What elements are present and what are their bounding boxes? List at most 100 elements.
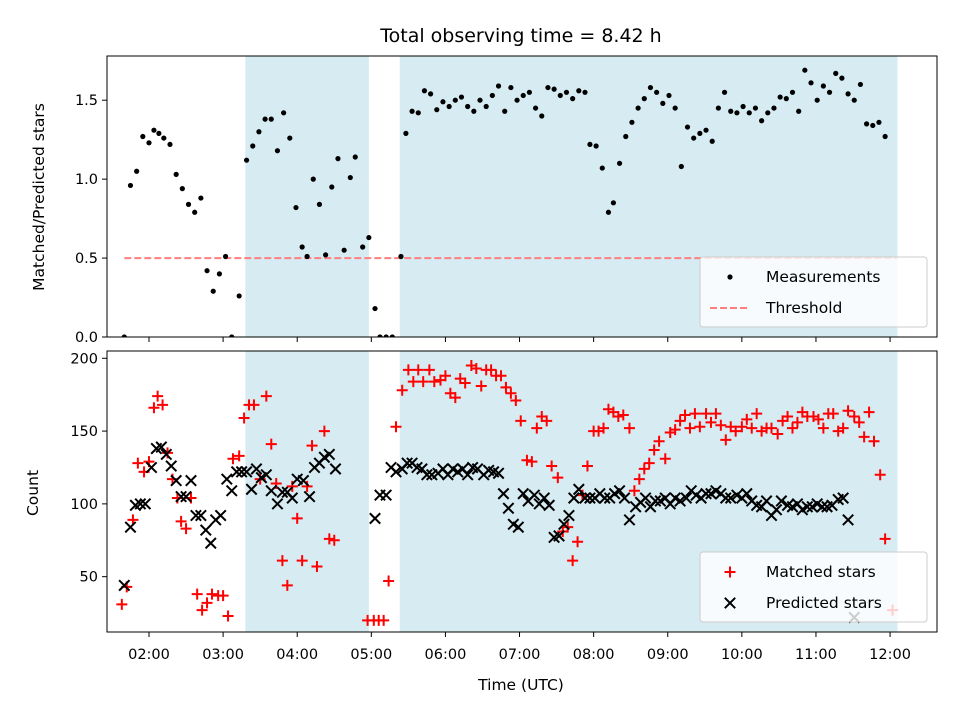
measurement-point (179, 186, 185, 192)
matched-point (510, 395, 522, 407)
matched-point (296, 555, 308, 567)
measurement-point (721, 89, 728, 95)
shaded-interval (245, 56, 369, 337)
x-tick-label: 06:00 (425, 647, 467, 663)
predicted-point (170, 474, 183, 487)
measurement-point (526, 89, 533, 95)
measurement-point (421, 88, 428, 94)
matched-point (201, 597, 213, 609)
x-tick-label: 07:00 (499, 647, 541, 663)
predicted-point (618, 492, 631, 504)
matched-point (390, 421, 402, 433)
predicted-point (719, 492, 732, 504)
matched-point (700, 408, 712, 420)
predicted-point (225, 484, 238, 497)
matched-point (238, 412, 250, 424)
matched-point (837, 422, 849, 434)
matched-point (853, 416, 865, 428)
matched-point (276, 555, 288, 567)
measurement-point (383, 334, 389, 337)
y-tick-label: 50 (80, 570, 98, 586)
matched-point (638, 463, 650, 475)
measurement-point (210, 288, 216, 294)
measurement-point (372, 305, 378, 312)
measurement-point (759, 118, 765, 124)
predicted-point (553, 529, 565, 542)
matched-point (396, 384, 408, 396)
predicted-point (276, 486, 289, 499)
measurement-point (477, 97, 483, 103)
measurement-point (635, 105, 641, 111)
legend-box (699, 256, 928, 328)
matched-point (730, 425, 742, 437)
predicted-point (598, 492, 611, 504)
predicted-point (517, 487, 530, 500)
matched-point (222, 610, 234, 622)
measurement-point (599, 165, 605, 171)
measurement-point (329, 184, 335, 190)
measurement-point (678, 163, 684, 170)
measurement-point (709, 138, 715, 144)
matched-point (842, 405, 854, 417)
measurement-point (839, 75, 845, 81)
matched-point (868, 435, 880, 447)
series-measurements (121, 67, 888, 337)
measurement-point (236, 293, 242, 299)
measurement-point (703, 127, 709, 133)
predicted-point (740, 487, 753, 500)
predicted-point (271, 497, 284, 510)
predicted-point (260, 468, 273, 481)
x-tick-label: 11:00 (795, 647, 837, 663)
matched-point (848, 411, 860, 423)
predicted-point (461, 468, 474, 481)
matched-point (148, 402, 160, 414)
legend: Matched stars Predicted stars (699, 551, 928, 623)
matched-point (260, 390, 272, 402)
predicted-point (185, 474, 197, 487)
matched-point (659, 453, 671, 465)
measurement-point (697, 130, 703, 136)
matched-point (710, 408, 722, 420)
matched-point (233, 450, 245, 462)
matched-point (648, 444, 660, 456)
predicted-point (180, 490, 192, 503)
predicted-point (528, 489, 541, 502)
measurement-point (654, 89, 660, 95)
predicted-point (297, 474, 310, 487)
matched-point (694, 421, 706, 433)
measurement-point (796, 108, 802, 114)
predicted-point (175, 490, 188, 503)
measurement-point (863, 121, 870, 127)
predicted-point (118, 579, 131, 592)
matched-point (521, 454, 533, 466)
predicted-point (265, 484, 278, 497)
matched-point (720, 434, 732, 446)
measurement-point (299, 244, 305, 250)
measurement-point (684, 124, 691, 130)
matched-point (817, 422, 829, 434)
measurement-point (458, 94, 465, 100)
matched-point (526, 456, 538, 468)
measurement-point (826, 89, 833, 95)
axes-frame (106, 350, 938, 633)
matched-point (423, 364, 435, 376)
measurement-point (582, 89, 588, 95)
predicted-point (329, 463, 342, 475)
measurement-point (440, 99, 446, 105)
predicted-point (770, 503, 783, 516)
matched-point (581, 460, 593, 472)
legend-marker-matched (724, 566, 736, 578)
x-axis-label: Time (UTC) (477, 676, 564, 694)
measurement-point (666, 92, 672, 99)
measurement-point (398, 253, 404, 260)
predicted-point (220, 473, 233, 486)
measurement-point (752, 105, 759, 111)
predicted-point (816, 500, 829, 513)
measurement-point (316, 201, 323, 207)
matched-point (412, 364, 424, 376)
matched-point (874, 469, 886, 481)
predicted-point (190, 509, 202, 522)
matched-point (328, 534, 340, 546)
measurement-point (229, 334, 235, 337)
top-y-axis-label: Matched/Predicted stars (30, 103, 48, 291)
